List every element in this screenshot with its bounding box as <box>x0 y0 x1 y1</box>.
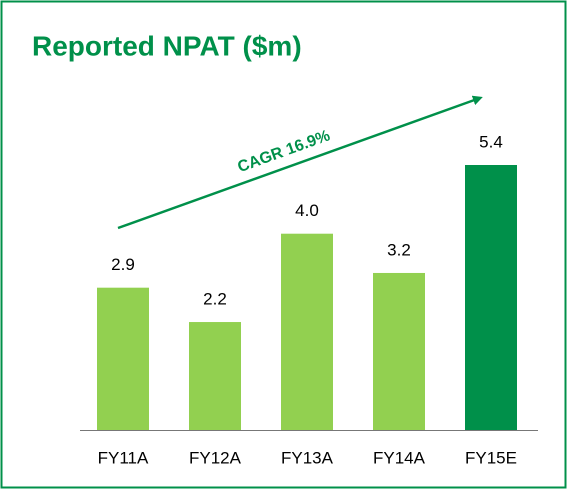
x-tick-label: FY14A <box>373 448 426 467</box>
x-tick-label: FY12A <box>189 448 242 467</box>
cagr-arrow <box>117 95 483 230</box>
chart-title: Reported NPAT ($m) <box>32 30 302 61</box>
x-tick-label: FY15E <box>465 448 517 467</box>
bar <box>189 322 241 430</box>
data-label: 3.2 <box>387 240 411 259</box>
data-label: 2.9 <box>111 255 135 274</box>
data-label: 4.0 <box>295 201 319 220</box>
bar <box>465 165 517 430</box>
bar <box>281 233 333 430</box>
data-label: 2.2 <box>203 290 227 309</box>
bar <box>373 272 425 430</box>
data-label: 5.4 <box>479 132 503 151</box>
bar <box>97 287 149 430</box>
x-tick-label: FY13A <box>281 448 334 467</box>
x-tick-label: FY11A <box>98 448 149 467</box>
